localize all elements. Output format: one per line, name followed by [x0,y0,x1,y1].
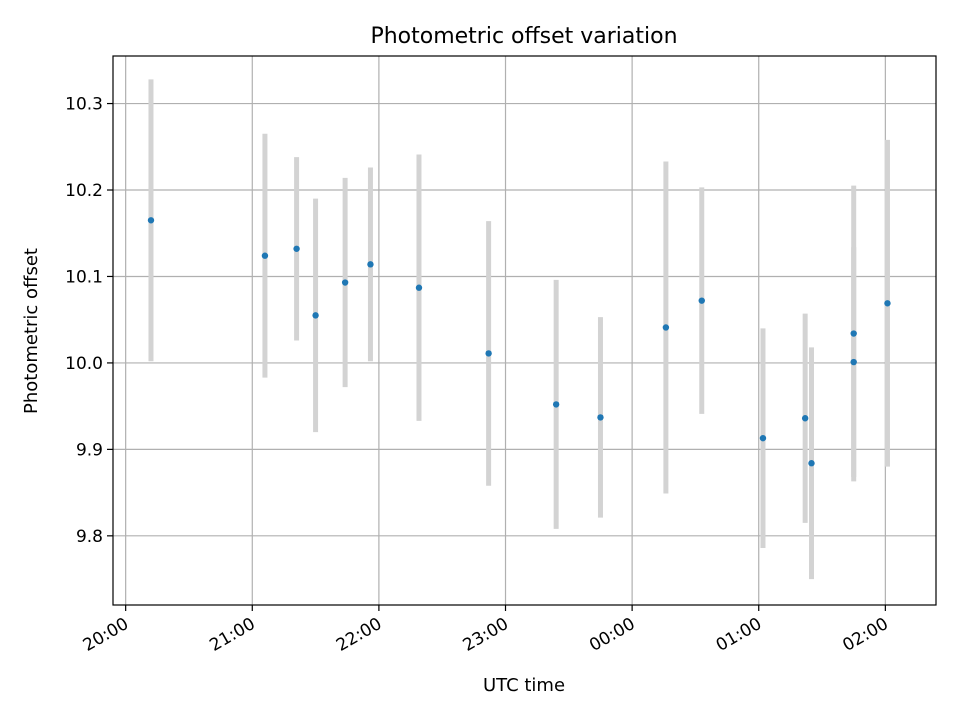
data-point [808,460,815,467]
x-tick-label: 22:00 [333,614,385,656]
data-point [662,324,670,331]
data-point [552,401,560,408]
data-point [801,415,809,422]
x-tick-label: 01:00 [713,614,765,656]
grid [113,56,936,605]
y-axis-label: Photometric offset [21,248,42,414]
plot-frame [112,55,937,606]
x-tick-label: 21:00 [206,614,258,656]
y-tick-label: 10.2 [65,181,103,201]
data-point [759,434,767,442]
y-tick-label: 9.9 [76,440,103,460]
data-point [261,252,269,259]
x-axis-label: UTC time [483,675,565,696]
error-bars [148,79,890,580]
data-point [485,350,492,357]
data-points [147,217,891,467]
x-tick-label: 00:00 [586,614,638,656]
y-axis-ticks: 9.8 9.9 10.0 10.1 10.2 10.3 [65,95,113,547]
y-tick-label: 10.1 [65,267,103,287]
data-point [415,284,423,291]
data-point [341,279,349,286]
x-tick-label: 20:00 [80,614,132,656]
x-tick-label: 02:00 [839,614,891,656]
chart-title: Photometric offset variation [370,24,677,49]
data-point [698,297,705,304]
x-axis-ticks: 20:00 21:00 22:00 23:00 00:00 01:00 02:00 [80,605,892,656]
y-tick-label: 10.3 [65,95,103,115]
data-point [597,414,604,421]
x-tick-label: 23:00 [460,614,512,656]
data-point [293,245,300,252]
data-point [884,300,891,307]
data-point [367,261,374,268]
y-tick-label: 10.0 [65,354,103,374]
data-point [147,217,155,224]
data-point [850,330,857,337]
data-point [312,312,319,319]
data-point [850,358,857,366]
y-tick-label: 9.8 [76,527,103,547]
